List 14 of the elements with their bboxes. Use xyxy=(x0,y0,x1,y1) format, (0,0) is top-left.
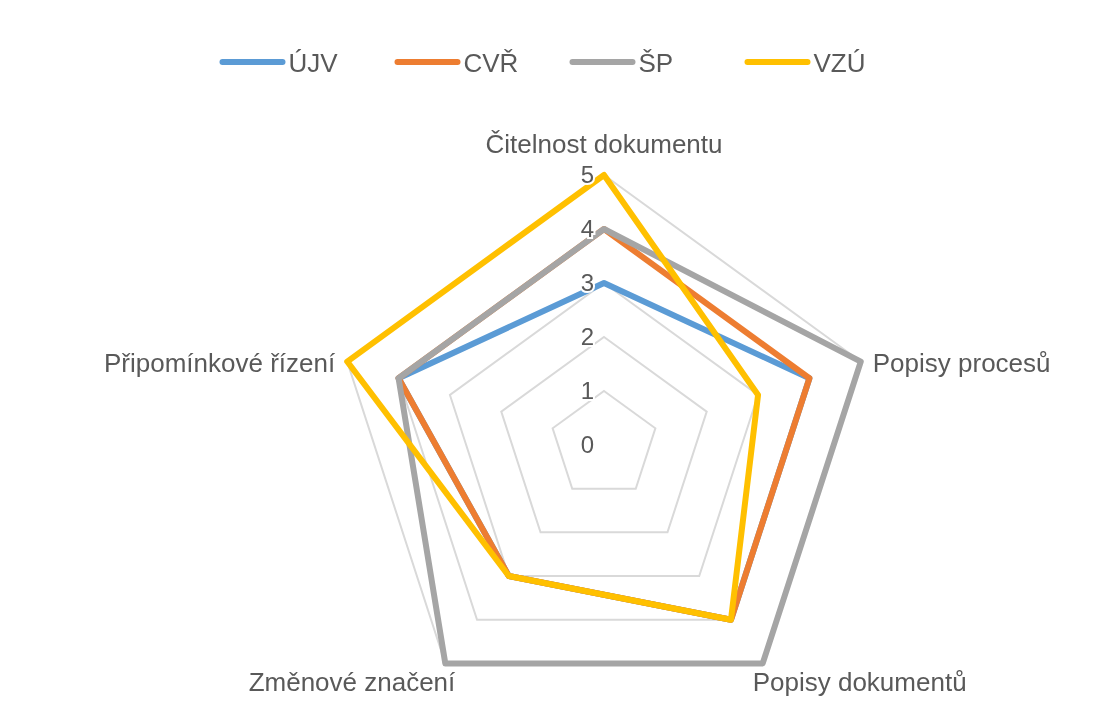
legend-label: ÚJV xyxy=(288,48,339,78)
y-tick-label: 2 xyxy=(580,323,594,350)
y-tick-label: 4 xyxy=(580,215,594,242)
legend-label: CVŘ xyxy=(463,48,519,78)
legend-label: ŠP xyxy=(638,48,674,78)
y-tick-label: 0 xyxy=(580,431,594,458)
spoke-label: Popisy procesů xyxy=(872,347,1051,378)
legend-label: VZÚ xyxy=(813,48,866,78)
spoke-label: Čitelnost dokumentu xyxy=(485,129,723,159)
spoke-label: Změnové značení xyxy=(248,667,457,698)
y-tick-label: 5 xyxy=(580,161,594,188)
y-tick-label: 1 xyxy=(580,377,594,404)
spoke-label: Popisy dokumentů xyxy=(752,667,967,698)
spoke-label: Připomínkové řízení xyxy=(104,347,336,378)
